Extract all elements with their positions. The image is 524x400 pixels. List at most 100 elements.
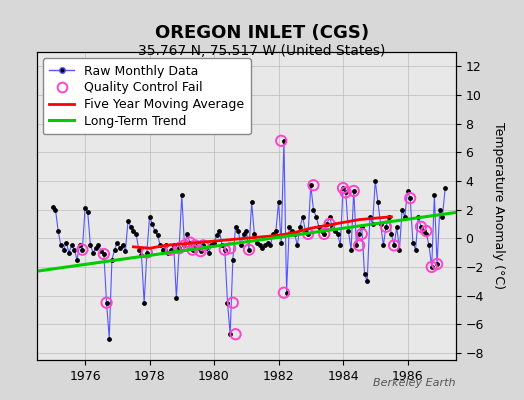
Point	[223, 300, 232, 306]
Point	[49, 204, 57, 210]
Point	[234, 228, 243, 234]
Point	[180, 242, 189, 248]
Point	[411, 246, 420, 253]
Point	[271, 228, 280, 234]
Point	[94, 242, 103, 248]
Point	[167, 246, 175, 253]
Point	[202, 245, 210, 252]
Point	[395, 246, 403, 253]
Point	[143, 249, 151, 256]
Point	[65, 249, 73, 256]
Point	[247, 199, 256, 206]
Point	[368, 221, 377, 227]
Legend: Raw Monthly Data, Quality Control Fail, Five Year Moving Average, Long-Term Tren: Raw Monthly Data, Quality Control Fail, …	[43, 58, 250, 134]
Point	[261, 242, 269, 248]
Point	[371, 178, 379, 184]
Point	[73, 256, 81, 263]
Point	[239, 231, 248, 237]
Point	[363, 278, 372, 284]
Point	[361, 271, 369, 277]
Point	[204, 249, 213, 256]
Point	[78, 246, 86, 253]
Point	[417, 224, 425, 230]
Point	[320, 231, 329, 237]
Point	[75, 242, 84, 248]
Point	[392, 224, 401, 230]
Point	[194, 245, 202, 252]
Point	[280, 290, 288, 296]
Point	[355, 242, 363, 248]
Point	[422, 231, 431, 237]
Point	[68, 242, 76, 248]
Point	[250, 231, 258, 237]
Point	[256, 242, 264, 248]
Y-axis label: Temperature Anomaly (°C): Temperature Anomaly (°C)	[492, 122, 505, 290]
Point	[213, 232, 221, 238]
Point	[387, 231, 396, 237]
Point	[342, 189, 350, 196]
Point	[382, 224, 390, 230]
Point	[266, 242, 275, 248]
Point	[167, 246, 175, 253]
Point	[379, 242, 388, 248]
Point	[86, 242, 95, 248]
Point	[433, 261, 441, 267]
Point	[320, 231, 329, 237]
Point	[422, 228, 431, 234]
Point	[148, 221, 156, 227]
Point	[441, 185, 450, 191]
Point	[185, 239, 194, 246]
Point	[282, 290, 291, 296]
Point	[430, 192, 439, 198]
Point	[83, 209, 92, 216]
Point	[140, 300, 148, 306]
Point	[215, 228, 224, 234]
Point	[414, 214, 422, 220]
Point	[307, 182, 315, 188]
Point	[309, 206, 318, 213]
Point	[196, 248, 205, 254]
Point	[336, 242, 345, 248]
Point	[232, 224, 240, 230]
Point	[105, 335, 113, 342]
Point	[145, 214, 154, 220]
Point	[89, 249, 97, 256]
Point	[435, 206, 444, 213]
Point	[425, 242, 433, 248]
Point	[344, 228, 353, 234]
Point	[132, 231, 140, 237]
Point	[183, 231, 191, 237]
Point	[175, 245, 183, 252]
Point	[218, 242, 226, 248]
Point	[108, 256, 116, 263]
Point	[191, 242, 200, 248]
Point	[290, 231, 299, 237]
Point	[245, 246, 253, 253]
Point	[438, 214, 446, 220]
Point	[156, 242, 165, 248]
Point	[296, 224, 304, 230]
Point	[301, 228, 310, 234]
Point	[390, 242, 398, 248]
Point	[328, 224, 336, 230]
Point	[237, 242, 245, 248]
Point	[232, 331, 240, 338]
Point	[312, 214, 320, 220]
Point	[398, 206, 406, 213]
Point	[309, 182, 318, 188]
Point	[226, 245, 234, 252]
Point	[59, 246, 68, 253]
Point	[382, 224, 390, 230]
Point	[280, 138, 288, 144]
Point	[406, 195, 414, 201]
Point	[417, 224, 425, 230]
Point	[180, 242, 189, 248]
Point	[196, 248, 205, 254]
Point	[339, 185, 347, 191]
Point	[352, 242, 361, 248]
Point	[135, 246, 143, 253]
Point	[129, 228, 138, 234]
Point	[228, 256, 237, 263]
Point	[264, 239, 272, 246]
Point	[355, 231, 363, 237]
